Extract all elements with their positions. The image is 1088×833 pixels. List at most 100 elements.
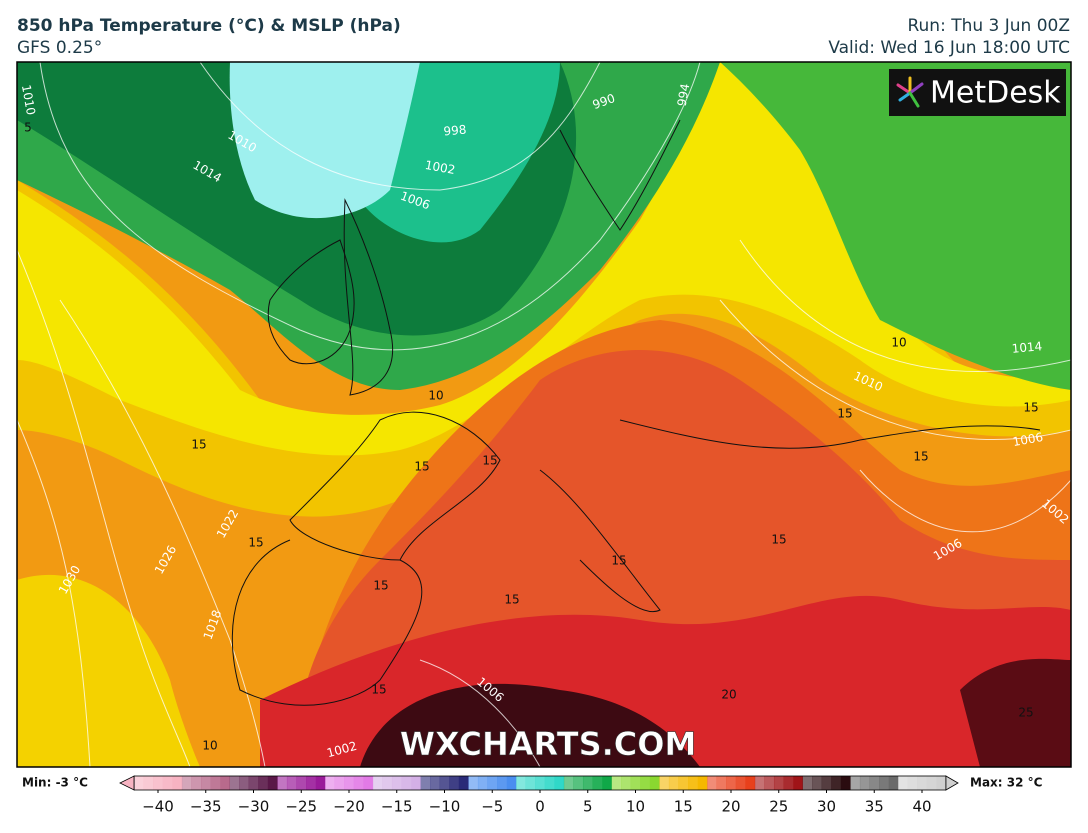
- colorbar-segment: [582, 776, 593, 790]
- colorbar-segment: [306, 776, 316, 790]
- isobar-label: 1006: [1012, 430, 1045, 449]
- colorbar-segment: [487, 776, 498, 790]
- colorbar-segment: [802, 776, 813, 790]
- colorbar-segment: [210, 776, 221, 790]
- run-time: Run: Thu 3 Jun 00Z: [907, 16, 1070, 36]
- colorbar-segment: [525, 776, 536, 790]
- colorbar-segment: [258, 776, 269, 790]
- colorbar-segment: [363, 776, 374, 790]
- colorbar-segment: [134, 776, 144, 790]
- colorbar-tick-label: 5: [583, 798, 593, 816]
- colorbar-segment: [879, 776, 889, 790]
- colorbar-segment: [754, 776, 765, 790]
- colorbar-segment: [773, 776, 784, 790]
- colorbar-segment: [793, 776, 803, 790]
- isobar-label: 1014: [1011, 339, 1043, 356]
- colorbar-segment: [926, 776, 937, 790]
- colorbar-segment: [334, 776, 345, 790]
- colorbar-segment: [659, 776, 670, 790]
- colorbar-tick-label: 40: [912, 798, 931, 816]
- colorbar-segment: [850, 776, 861, 790]
- colorbar-segment: [277, 776, 288, 790]
- colorbar-segment: [563, 776, 574, 790]
- colorbar-segment: [439, 776, 450, 790]
- isobar-label: 994: [675, 82, 693, 107]
- colorbar-segment: [716, 776, 727, 790]
- colorbar: −40 −35 −30 −25 −20 −15 −10 −5 0 5 10 15 20 25 30 35 40: [119, 775, 959, 816]
- colorbar-segment: [353, 776, 364, 790]
- isotherm-label: 15: [191, 438, 206, 452]
- temp-field: [229, 62, 420, 219]
- isobar-label: 1002: [424, 158, 457, 177]
- colorbar-segment: [640, 776, 651, 790]
- isotherm-label: 25: [1018, 706, 1033, 720]
- colorbar-segment: [382, 776, 393, 790]
- colorbar-segment: [468, 776, 479, 790]
- colorbar-segment: [621, 776, 632, 790]
- map-frame: [16, 61, 1072, 768]
- colorbar-segment: [325, 776, 335, 790]
- colorbar-segment: [344, 776, 355, 790]
- isotherm-label: 15: [482, 454, 497, 468]
- colorbar-segment: [602, 776, 612, 790]
- colorbar-segment: [239, 776, 250, 790]
- colorbar-segment: [907, 776, 918, 790]
- colorbar-segment: [286, 776, 297, 790]
- colorbar-segment: [592, 776, 603, 790]
- isotherm-label: 10: [202, 739, 217, 753]
- colorbar-segment: [831, 776, 842, 790]
- temp-field: [17, 574, 200, 767]
- colorbar-tick-label: 15: [674, 798, 693, 816]
- colorbar-segment: [449, 776, 460, 790]
- colorbar-segment: [401, 776, 412, 790]
- colorbar-segment: [649, 776, 660, 790]
- map: [17, 62, 1071, 767]
- colorbar-segment: [936, 776, 947, 790]
- colorbar-segment: [477, 776, 488, 790]
- colorbar-segment: [745, 776, 756, 790]
- valid-time: Valid: Wed 16 Jun 18:00 UTC: [828, 38, 1070, 58]
- colorbar-end: [945, 775, 959, 791]
- isotherm-label: 15: [771, 533, 786, 547]
- logo-box: [889, 69, 1066, 116]
- colorbar-segment: [917, 776, 928, 790]
- temp-field: [960, 658, 1071, 767]
- colorbar-segment: [296, 776, 307, 790]
- colorbar-segment: [420, 776, 431, 790]
- isotherm-label: 5: [24, 121, 32, 135]
- colorbar-segment: [812, 776, 823, 790]
- colorbar-tick-label: −15: [381, 798, 413, 816]
- colorbar-segment: [859, 776, 870, 790]
- colorbar-tick-label: −10: [429, 798, 461, 816]
- colorbar-segment: [248, 776, 259, 790]
- colorbar-segment: [544, 776, 555, 790]
- colorbar-tick-label: 35: [865, 798, 884, 816]
- colorbar-segment: [458, 776, 469, 790]
- colorbar-segment: [153, 776, 164, 790]
- isotherm-label: 15: [837, 407, 852, 421]
- colorbar-tick-label: −25: [285, 798, 317, 816]
- watermark: WXCHARTS.COM: [400, 725, 697, 763]
- colorbar-segment: [220, 776, 230, 790]
- colorbar-tick-label: 25: [769, 798, 788, 816]
- isotherm-label: 15: [373, 579, 388, 593]
- colorbar-segment: [267, 776, 278, 790]
- colorbar-segment: [506, 776, 517, 790]
- colorbar-segment: [181, 776, 192, 790]
- colorbar-segment: [869, 776, 880, 790]
- colorbar-tick-label: 20: [721, 798, 740, 816]
- colorbar-segment: [764, 776, 775, 790]
- isotherm-label: 15: [248, 536, 263, 550]
- colorbar-segment: [497, 776, 507, 790]
- temp-field: [360, 683, 700, 767]
- colorbar-segment: [821, 776, 832, 790]
- isotherm-label: 15: [504, 593, 519, 607]
- isotherm-label: 10: [891, 336, 906, 350]
- colorbar-segment: [630, 776, 641, 790]
- colorbar-segment: [143, 776, 154, 790]
- colorbar-segment: [162, 776, 173, 790]
- colorbar-segment: [172, 776, 183, 790]
- colorbar-segment: [535, 776, 546, 790]
